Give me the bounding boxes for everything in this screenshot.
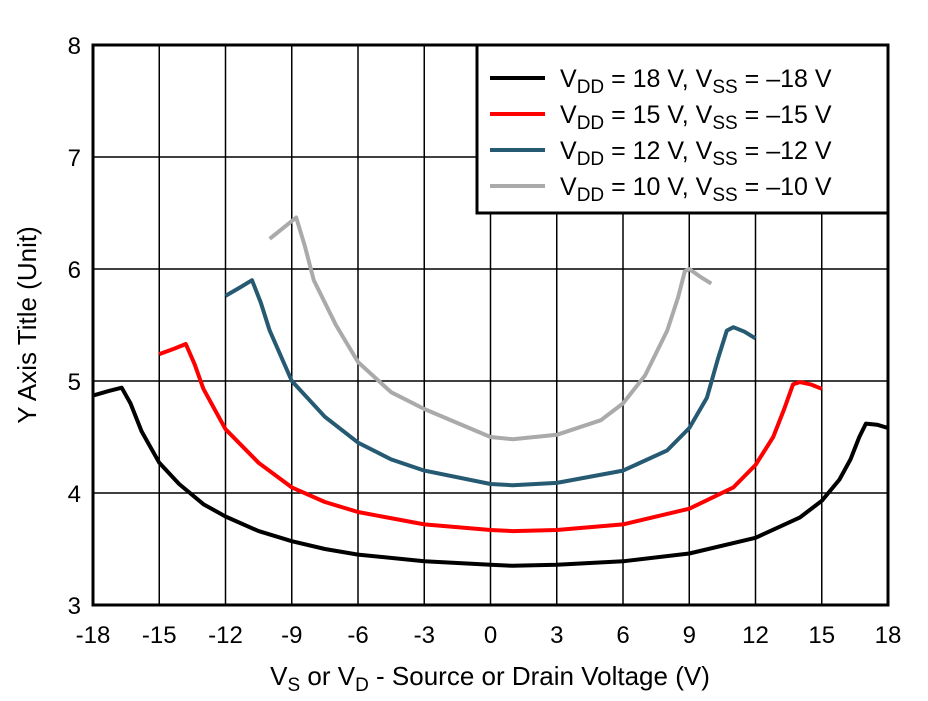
legend-label: VDD = 12 V, VSS = –12 V	[560, 137, 832, 170]
legend-label: VDD = 15 V, VSS = –15 V	[560, 101, 832, 134]
y-tick-label: 7	[68, 145, 81, 172]
y-tick-label: 8	[68, 33, 81, 60]
series-line-4	[268, 215, 713, 442]
x-tick-label: 9	[683, 622, 696, 649]
y-tick-label: 4	[68, 481, 81, 508]
series-lines	[92, 215, 889, 568]
x-tick-label: 6	[616, 622, 629, 649]
x-tick-label: -6	[347, 622, 368, 649]
y-tick-label: 3	[68, 593, 81, 620]
x-tick-label: -15	[142, 622, 177, 649]
x-tick-label: 12	[742, 622, 769, 649]
series-line-2	[158, 342, 823, 534]
y-tick-label: 6	[68, 257, 81, 284]
x-tick-label: 3	[550, 622, 563, 649]
legend-label: VDD = 18 V, VSS = –18 V	[560, 65, 832, 98]
x-tick-label: 0	[484, 622, 497, 649]
x-tick-label: -12	[208, 622, 243, 649]
tick-labels: -18 -15 -12 -9 -6 -3 0 3 6 9 12 15 18 3 4 5 6 7 8	[68, 33, 902, 649]
x-tick-label: 15	[808, 622, 835, 649]
y-tick-label: 5	[68, 369, 81, 396]
x-tick-label: -9	[281, 622, 302, 649]
legend-box	[475, 43, 890, 215]
x-tick-label: 18	[875, 622, 902, 649]
y-axis-label: Y Axis Title (Unit)	[12, 226, 42, 423]
series-line-3	[224, 278, 757, 488]
legend-label: VDD = 10 V, VSS = –10 V	[560, 173, 832, 206]
x-tick-label: -3	[414, 622, 435, 649]
x-axis-label: VS or VD - Source or Drain Voltage (V)	[270, 661, 710, 696]
x-tick-label: -18	[76, 622, 111, 649]
series-line-1	[92, 385, 889, 568]
